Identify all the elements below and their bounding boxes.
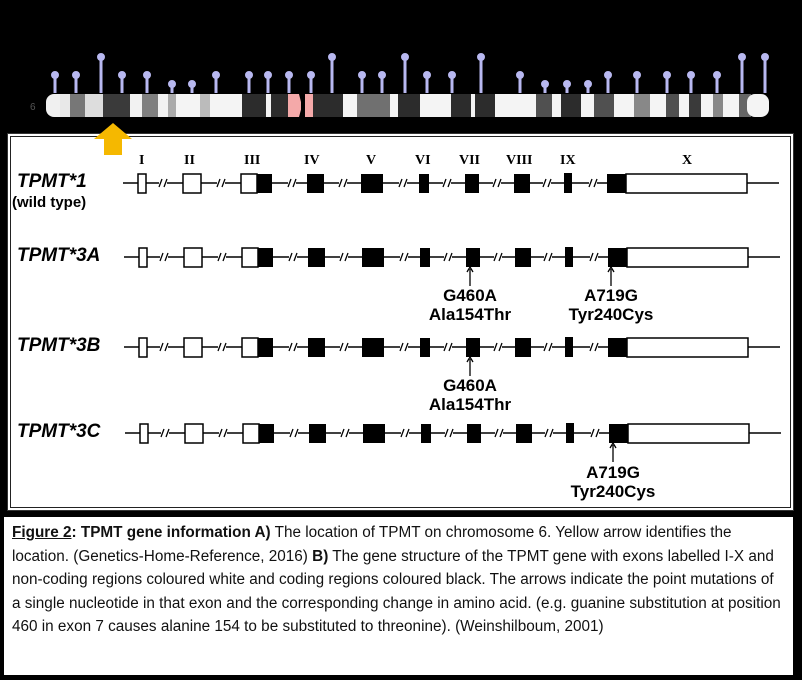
amino-acid-change: Tyr240Cys xyxy=(570,482,656,501)
figure-caption: Figure 2: TPMT gene information A) The l… xyxy=(4,517,793,675)
caption-heading: Figure 2: TPMT gene information A) xyxy=(12,524,271,541)
nucleotide-change: A719G xyxy=(586,463,640,482)
caption-part-a: The location of TPMT on chromosome 6. Ye… xyxy=(12,524,732,565)
exon-label-i: I xyxy=(139,153,145,168)
mutation-label-3a-exon10: A719G Tyr240Cys xyxy=(551,286,671,324)
chromosome-bands xyxy=(46,94,769,117)
gene-row-tpmt3c xyxy=(124,422,782,444)
exon-label-vii: VII xyxy=(459,153,481,168)
location-arrow-icon xyxy=(94,123,132,155)
allele-label-tpmt3b: TPMT*3B xyxy=(17,335,101,356)
figure-title: : TPMT gene information A) xyxy=(71,524,271,541)
nucleotide-change: G460A xyxy=(443,286,497,305)
mutation-label-3a-exon7: G460A Ala154Thr xyxy=(410,286,530,324)
exon-label-vi: VI xyxy=(415,153,431,168)
nucleotide-change: A719G xyxy=(584,286,638,305)
nucleotide-change: G460A xyxy=(443,376,497,395)
exon-label-iv: IV xyxy=(304,153,320,168)
exon-label-v: V xyxy=(366,153,377,168)
amino-acid-change: Ala154Thr xyxy=(428,395,512,414)
exon-label-ix: IX xyxy=(560,153,576,168)
chromosome-number: 6 xyxy=(30,102,36,113)
exon-label-viii: VIII xyxy=(506,153,533,168)
amino-acid-change: Ala154Thr xyxy=(428,305,512,324)
gene-row-tpmt3a xyxy=(123,246,781,268)
exon-label-x: X xyxy=(682,153,693,168)
gene-markers xyxy=(51,53,769,93)
gene-row-tpmt3b xyxy=(123,336,781,358)
caption-part-b-label: B) xyxy=(312,547,329,565)
panel-border xyxy=(10,136,791,508)
allele-label-tpmt1: TPMT*1 xyxy=(17,171,87,192)
mutation-arrows xyxy=(466,265,617,462)
mutation-label-3b-exon7: G460A Ala154Thr xyxy=(410,376,530,414)
gene-row-tpmt1 xyxy=(122,172,780,194)
exon-label-ii: II xyxy=(184,153,195,168)
allele-label-tpmt3a: TPMT*3A xyxy=(17,245,101,266)
caption-part-b: The gene structure of the TPMT gene with… xyxy=(12,547,781,636)
mutation-label-3c-exon10: A719G Tyr240Cys xyxy=(553,463,673,501)
exon-label-iii: III xyxy=(244,153,261,168)
figure-number: Figure 2 xyxy=(12,524,72,541)
exon-diagram xyxy=(122,172,782,462)
chromosome-6-ideogram: 6 xyxy=(30,53,769,117)
amino-acid-change: Tyr240Cys xyxy=(568,305,654,324)
gene-structure-panel: I II III IV V VI VII VIII IX X TPMT*1 (w… xyxy=(7,133,794,511)
allele-label-tpmt3c: TPMT*3C xyxy=(17,421,101,442)
wild-type-label: (wild type) xyxy=(12,194,87,211)
